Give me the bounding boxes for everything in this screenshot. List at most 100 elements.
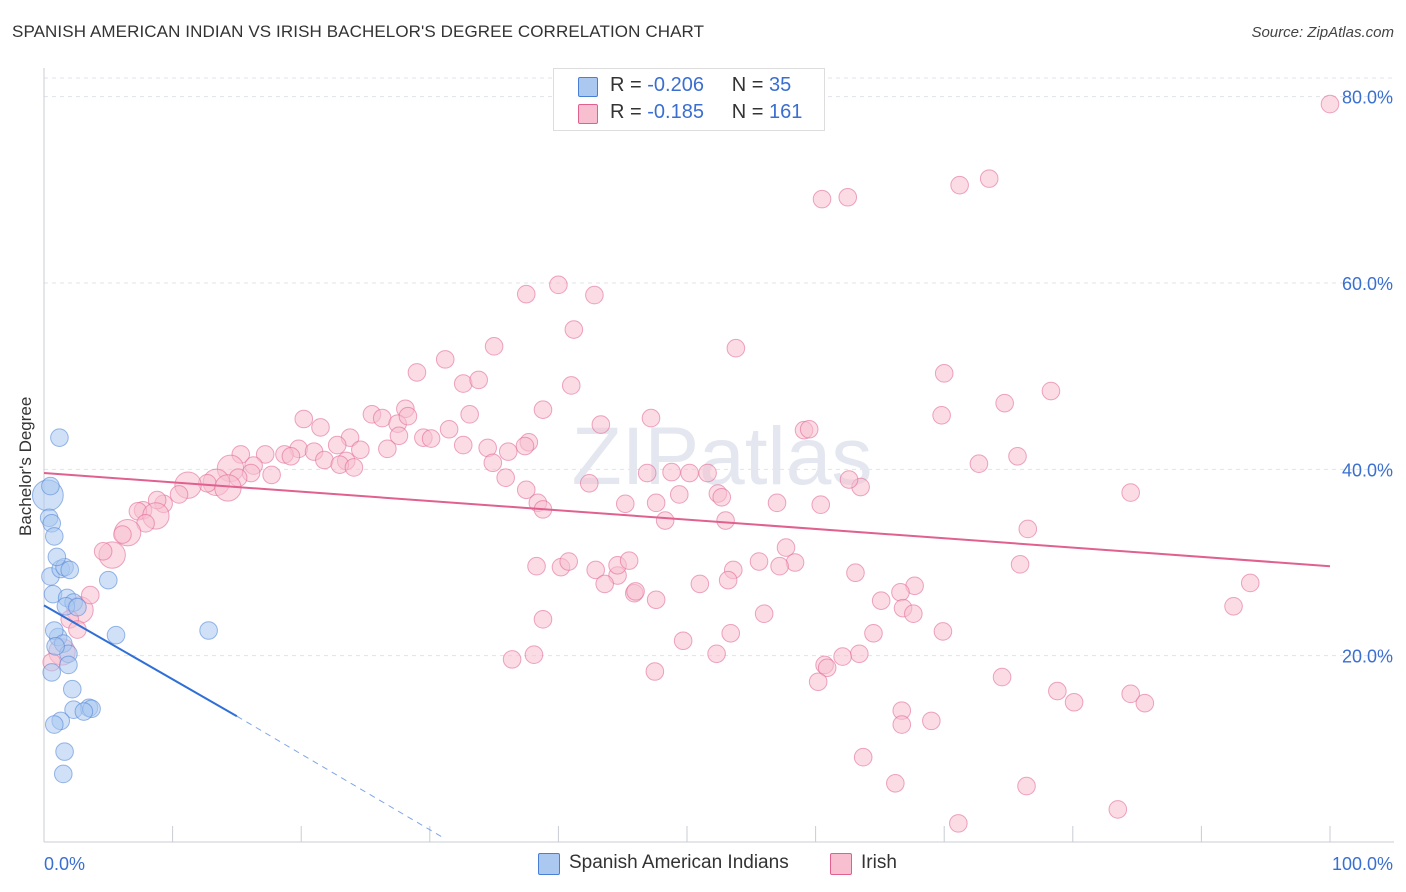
irish-points [42,94,1340,833]
irish-point [641,408,661,428]
irish-point [839,470,859,489]
spanish-american-indian-point [46,637,65,656]
irish-point [992,667,1012,687]
irish-point [1121,684,1140,704]
spanish-american-indian-trend-extension [236,715,443,838]
irish-point [564,320,584,339]
irish-point [561,376,581,395]
irish-point [718,570,738,590]
r-value: -0.185 [647,101,704,123]
irish-point [533,610,553,629]
irish-point [1018,519,1038,539]
irish-point [645,662,665,681]
irish-point [886,774,905,793]
irish-point [950,175,969,195]
source-credit: Source: ZipAtlas.com [1251,24,1394,41]
irish-point [524,645,544,665]
irish-point [169,485,189,504]
trend-lines [43,472,1331,838]
irish-point [776,538,796,557]
irish-point [838,187,858,207]
irish-point [311,418,330,437]
legend-label: Spanish American Indians [569,852,789,873]
chart-title: SPANISH AMERICAN INDIAN VS IRISH BACHELO… [12,22,705,41]
y-axis-label: Bachelor's Degree [16,396,35,536]
irish-point [294,409,314,429]
irish-point [833,647,852,666]
legend-swatch-blue [538,853,560,875]
irish-point [1240,573,1260,593]
legend-swatch-pink [578,104,598,124]
irish-point [262,465,281,485]
irish-point [712,487,732,507]
irish-point [469,370,488,390]
irish-point [421,429,441,448]
spanish-american-indian-point [55,742,74,761]
irish-point [770,556,789,576]
irish-point [853,747,873,767]
irish-point [619,551,639,570]
y-tick-label: 40.0% [1342,460,1393,480]
y-tick-label: 20.0% [1342,647,1393,667]
irish-point [591,415,611,434]
irish-point [799,419,819,439]
axes [43,68,1394,843]
spanish-american-indian-point [44,527,64,546]
spanish-american-indian-point [99,570,118,590]
irish-point [891,583,910,602]
irish-trend-line [43,472,1331,568]
irish-point [398,406,418,426]
irish-point [496,468,515,488]
irish-point [502,650,522,669]
irish-point [1048,681,1067,701]
irish-point [932,405,951,425]
legend-swatch-blue [578,77,598,97]
spanish-american-indian-point [59,655,78,675]
irish-point [1010,555,1030,574]
irish-point [721,623,741,643]
irish-point [864,623,883,643]
irish-point [453,374,473,393]
irish-point [460,405,479,424]
irish-point [327,435,347,455]
spanish-american-indian-point [60,560,80,580]
spanish-american-indian-point [74,702,94,721]
irish-point [662,462,681,482]
irish-point [812,189,832,209]
irish-point [281,446,301,466]
n-label: N = [731,74,764,96]
y-tick-label: 60.0% [1342,274,1393,294]
irish-point [922,711,941,731]
irish-point [351,440,370,460]
irish-point [1121,483,1140,502]
irish-point [559,552,578,571]
irish-point [498,442,518,461]
spanish-american-indian-trend-line [43,604,238,718]
irish-point [904,604,923,624]
irish-point [586,560,605,580]
irish-point [754,604,774,624]
irish-point [637,463,657,483]
irish-point [626,582,645,601]
legend-swatch-pink [830,853,852,875]
irish-point [892,715,912,734]
irish-point [1320,94,1340,114]
r-label: R = [610,101,642,123]
irish-point [80,585,100,605]
irish-point [515,436,535,456]
irish-point [749,552,769,571]
irish-point [585,285,604,305]
irish-point [979,169,999,188]
irish-point [1041,381,1061,401]
irish-point [850,644,869,664]
irish-point [516,480,536,500]
spanish-american-indian-point [106,625,126,645]
irish-point [1135,693,1155,713]
spanish-american-indian-point [62,679,82,699]
irish-point [655,511,675,530]
irish-point [690,574,710,594]
irish-point [680,463,699,483]
x-tick-label: 0.0% [44,854,85,874]
spanish-american-indian-point [42,663,62,682]
